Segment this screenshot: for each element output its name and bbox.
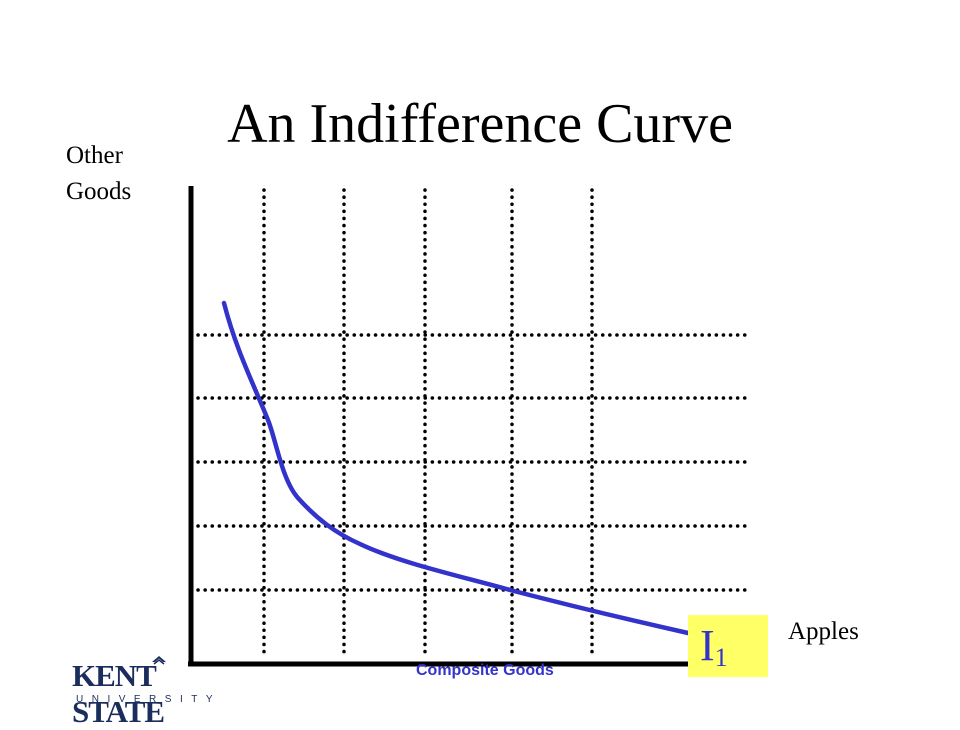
logo-mark-icon xyxy=(152,656,166,665)
y-axis-label: Other Goods xyxy=(66,138,131,210)
grid-horizontal-lines xyxy=(196,333,748,592)
curve-label-i1: I1 xyxy=(688,615,768,677)
curve-label-name: I xyxy=(700,621,715,670)
curve-label-subscript: 1 xyxy=(714,643,728,672)
slide-title: An Indifference Curve xyxy=(227,93,733,155)
y-axis-label-line1: Other xyxy=(66,142,123,169)
grid-vertical-lines xyxy=(262,188,594,660)
x-axis-label: Apples xyxy=(788,618,859,645)
logo-subtitle: UNIVERSITY xyxy=(76,694,222,705)
indifference-curve xyxy=(221,300,691,636)
y-axis-label-line2: Goods xyxy=(66,178,132,205)
kent-state-logo: KENT STATE UNIVERSITY xyxy=(60,654,240,729)
footer-caption: Composite Goods xyxy=(416,662,554,679)
